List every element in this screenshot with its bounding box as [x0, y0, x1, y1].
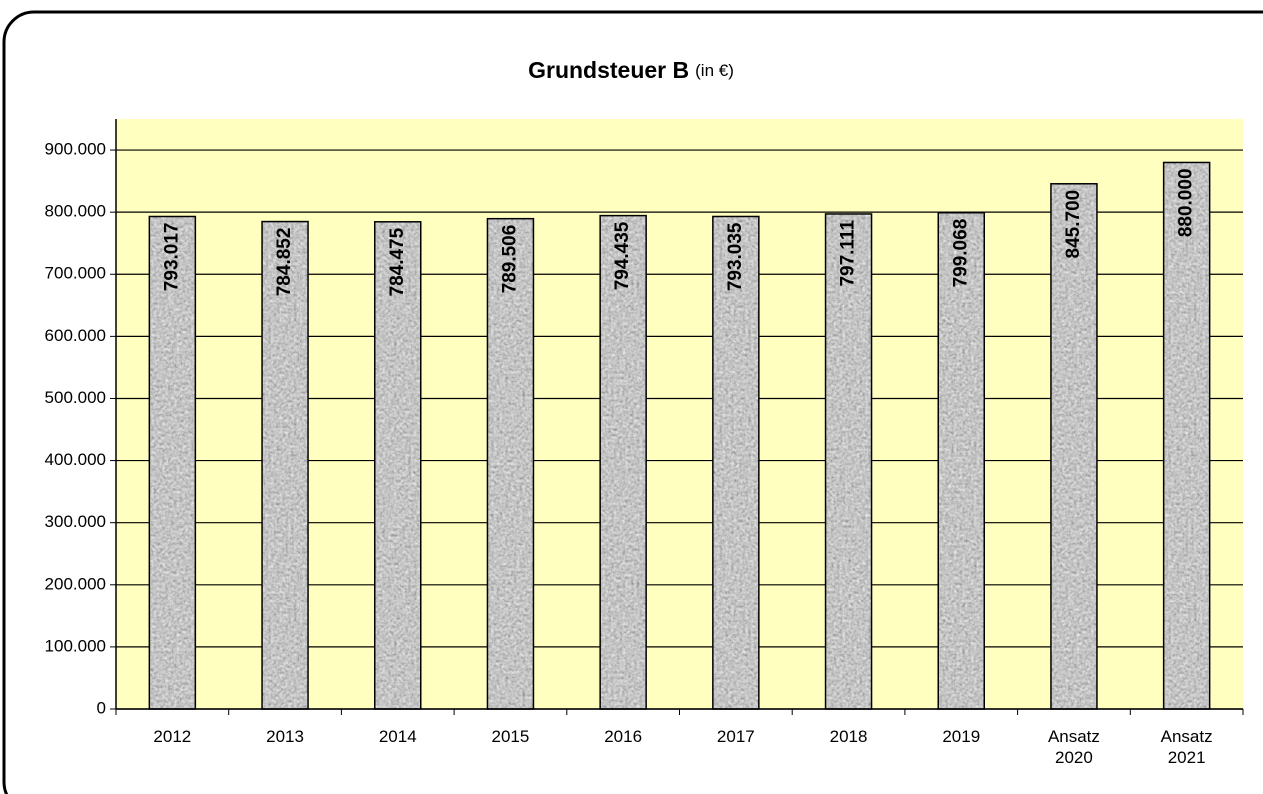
- value-label: 789.506: [499, 225, 520, 294]
- bar: [374, 221, 422, 710]
- x-tick-label: 2018: [829, 727, 868, 746]
- y-tick-label: 0: [97, 698, 106, 717]
- y-tick-label: 800.000: [45, 202, 106, 221]
- y-tick-label: 600.000: [45, 326, 106, 345]
- value-label: 880.000: [1176, 168, 1197, 237]
- value-label: 793.017: [161, 222, 182, 291]
- x-tick-label: 2012: [153, 727, 192, 746]
- value-label: 845.700: [1063, 190, 1084, 259]
- bar: [824, 213, 873, 710]
- y-tick-label: 500.000: [45, 388, 106, 407]
- x-tick-label: 2019: [942, 727, 981, 746]
- x-tick-label: 2015: [491, 727, 530, 746]
- x-tick-label: Ansatz 2020: [1047, 727, 1100, 767]
- value-label: 784.852: [274, 228, 295, 297]
- bar: [1050, 183, 1098, 710]
- value-label: 797.111: [838, 220, 859, 287]
- y-tick-label: 300.000: [45, 512, 106, 531]
- x-tick-label: 2016: [604, 727, 643, 746]
- bar: [148, 215, 197, 710]
- x-tick-label: Ansatz 2021: [1160, 727, 1213, 767]
- title-main: Grundsteuer B: [528, 57, 689, 83]
- chart-title: Grundsteuer B (in €): [528, 57, 734, 83]
- y-tick-label: 700.000: [45, 264, 106, 283]
- title-unit: (in €): [695, 61, 734, 80]
- x-tick-label: 2014: [378, 727, 417, 746]
- value-label: 799.068: [950, 219, 971, 288]
- y-tick-label: 100.000: [45, 636, 106, 655]
- bar: [937, 211, 985, 710]
- value-label: 794.435: [612, 221, 633, 290]
- bar: [599, 214, 647, 710]
- value-label: 793.035: [725, 222, 746, 291]
- x-tick-label: 2017: [716, 727, 755, 746]
- y-tick-label: 200.000: [45, 574, 106, 593]
- y-tick-label: 400.000: [45, 450, 106, 469]
- value-label: 784.475: [387, 227, 408, 296]
- bar: [712, 215, 760, 710]
- x-tick-label: 2013: [266, 727, 304, 746]
- bar: [486, 217, 535, 710]
- y-tick-label: 900.000: [45, 140, 106, 159]
- bar: [1162, 161, 1211, 710]
